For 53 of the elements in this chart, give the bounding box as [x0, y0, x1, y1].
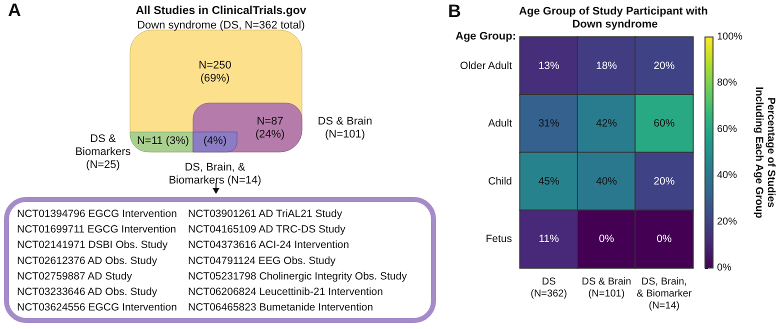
text: B: [448, 1, 461, 21]
text: DS & Brain (N=101): [318, 116, 372, 140]
text: NCT03233646 AD Obs. Study: [17, 286, 158, 298]
text: NCT05231798 Cholinergic Integrity Obs. Study: [188, 270, 408, 282]
color-bar-label: 60%: [717, 124, 738, 135]
data-label: 20%: [654, 60, 675, 72]
data-label: 42%: [596, 118, 618, 130]
text: NCT03901261 AD TriAL21 Study: [188, 208, 343, 220]
y-axis-title: Age Group:: [456, 30, 516, 42]
text: (4%): [203, 135, 227, 147]
data-label: 13%: [538, 60, 560, 72]
data-label: 0%: [656, 233, 672, 246]
text: NCT02141971 DSBI Obs. Study: [17, 239, 168, 252]
data-label: 20%: [654, 175, 675, 188]
data-label: 18%: [596, 60, 618, 72]
data-label: 40%: [596, 175, 618, 188]
color-bar-label: 40%: [717, 170, 738, 182]
y-tick-label: Adult: [488, 118, 512, 130]
color-bar-title: Percentage of Studies Including Each Age Group: [753, 86, 777, 218]
color-bar-label: 80%: [717, 78, 738, 89]
color-bar-label: 0%: [717, 262, 732, 274]
x-tick-label: DS (N=362): [530, 276, 568, 300]
text: NCT01699711 EGCG Intervention: [17, 224, 176, 236]
data-label: 0%: [598, 233, 614, 246]
data-label: 60%: [654, 118, 675, 130]
chart-title: Age Group of Study Participant with Down syndrome: [519, 6, 711, 30]
text: N=250 (69%): [198, 60, 232, 84]
data-label: 11%: [538, 233, 559, 246]
text: NCT02759887 AD Study: [17, 270, 133, 282]
text: NCT02612376 AD Obs. Study: [17, 254, 158, 267]
y-tick-label: Fetus: [486, 233, 512, 246]
y-tick-label: Child: [488, 175, 512, 188]
text: N=11 (3%): [136, 135, 190, 147]
text: A: [8, 0, 21, 20]
text: NCT04373616 ACI-24 Intervention: [188, 239, 350, 252]
y-tick-label: Older Adult: [460, 60, 512, 72]
text: NCT04791124 EEG Obs. Study: [188, 254, 336, 267]
text: Down syndrome (DS, N=362 total): [137, 20, 305, 32]
color-bar-label: 100%: [717, 32, 743, 42]
text: N=87 (24%): [255, 116, 285, 140]
text: NCT01394796 EGCG Intervention: [17, 208, 178, 220]
text: NCT06206824 Leucettinib-21 Intervention: [188, 286, 384, 298]
text: NCT06465823 Bumetanide Intervention: [188, 302, 374, 314]
text: All Studies in ClinicalTrials.gov: [136, 5, 307, 17]
text: NCT03624556 EGCG Intervention: [17, 302, 178, 314]
text: DS, Brain, & Biomarkers (N=14): [168, 162, 262, 186]
text: DS & Biomarkers (N=25): [75, 133, 132, 171]
x-tick-label: DS & Brain (N=101): [582, 276, 632, 300]
text: NCT04165109 AD TRC-DS Study: [188, 224, 346, 236]
data-label: 31%: [538, 118, 560, 130]
x-tick-label: DS, Brain, & Biomarker (N=14): [636, 276, 692, 312]
data-label: 45%: [538, 175, 560, 188]
color-bar-label: 20%: [717, 216, 738, 228]
